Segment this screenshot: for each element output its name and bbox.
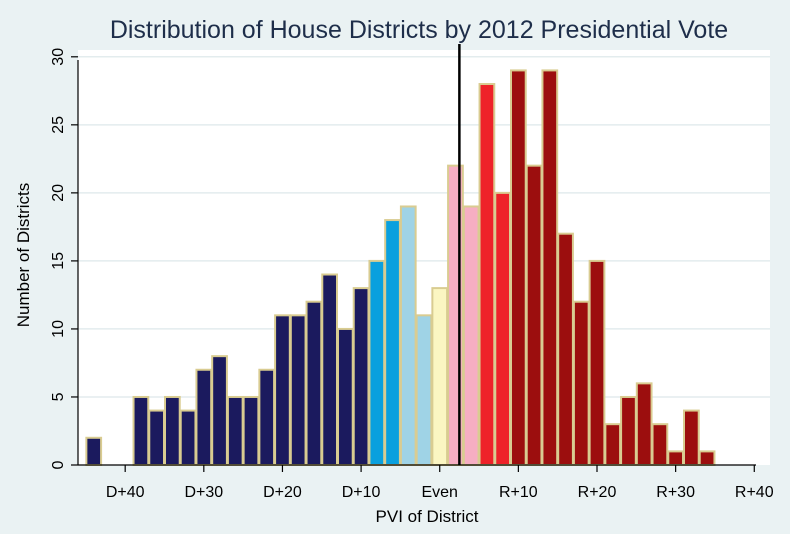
histogram-bar [635, 382, 653, 466]
histogram-bar [148, 409, 165, 466]
histogram-bar [164, 395, 181, 467]
histogram-bar [305, 300, 323, 466]
histogram-bar [415, 314, 433, 467]
histogram-bar [651, 423, 669, 466]
histogram-bar [274, 314, 291, 467]
chart-title: Distribution of House Districts by 2012 … [110, 16, 728, 44]
y-tick-label: 25 [50, 116, 67, 134]
x-axis-ticks: D+40 D+30 D+20 D+10 Even R+10 R+20 R+30 R+40 [106, 465, 774, 501]
y-tick-label: 10 [50, 320, 67, 338]
histogram-bar [683, 409, 700, 466]
histogram-bar [132, 395, 150, 467]
histogram-bar [242, 395, 260, 467]
histogram-bar [352, 287, 370, 466]
x-tick-label: D+20 [263, 484, 302, 501]
y-tick-label: 5 [50, 392, 67, 401]
x-tick-label: R+30 [656, 484, 695, 501]
y-tick-label: 30 [50, 48, 67, 66]
x-tick-label: Even [421, 484, 457, 501]
histogram-bar [604, 423, 622, 466]
y-tick-label: 0 [50, 460, 67, 469]
histogram-bar [572, 300, 590, 466]
histogram-bar [525, 164, 543, 466]
histogram-bars [85, 69, 716, 467]
y-axis-title: Number of Districts [14, 183, 33, 328]
histogram-bar [384, 219, 401, 466]
histogram-bar [431, 287, 449, 466]
histogram-bar [557, 232, 574, 466]
histogram-bar [667, 450, 684, 466]
histogram-bar [226, 395, 244, 467]
histogram-bar [195, 368, 213, 466]
histogram-bar [541, 69, 559, 466]
histogram-bar [289, 314, 307, 467]
histogram-bar [399, 205, 417, 466]
y-tick-label: 20 [50, 184, 67, 202]
histogram-bar [494, 191, 512, 466]
y-tick-label: 15 [50, 252, 67, 270]
y-axis-ticks: 0 5 10 15 20 25 30 [50, 48, 78, 469]
x-tick-label: R+20 [578, 484, 617, 501]
histogram-bar [462, 205, 480, 466]
x-tick-label: D+10 [342, 484, 381, 501]
x-tick-label: D+30 [184, 484, 223, 501]
histogram-bar [368, 259, 386, 466]
histogram-bar [478, 83, 496, 467]
x-tick-label: D+40 [106, 484, 145, 501]
histogram-bar [588, 259, 606, 466]
histogram-bar [510, 69, 527, 466]
histogram-bar [211, 355, 228, 467]
x-tick-label: R+40 [735, 484, 774, 501]
histogram-bar [321, 273, 339, 467]
histogram-bar [698, 450, 716, 466]
histogram-bar [85, 436, 103, 467]
histogram-bar [258, 368, 276, 466]
histogram-bar [179, 409, 197, 466]
x-tick-label: R+10 [499, 484, 538, 501]
histogram-bar [337, 327, 354, 466]
x-axis-title: PVI of District [376, 507, 479, 526]
histogram-bar [620, 395, 637, 467]
